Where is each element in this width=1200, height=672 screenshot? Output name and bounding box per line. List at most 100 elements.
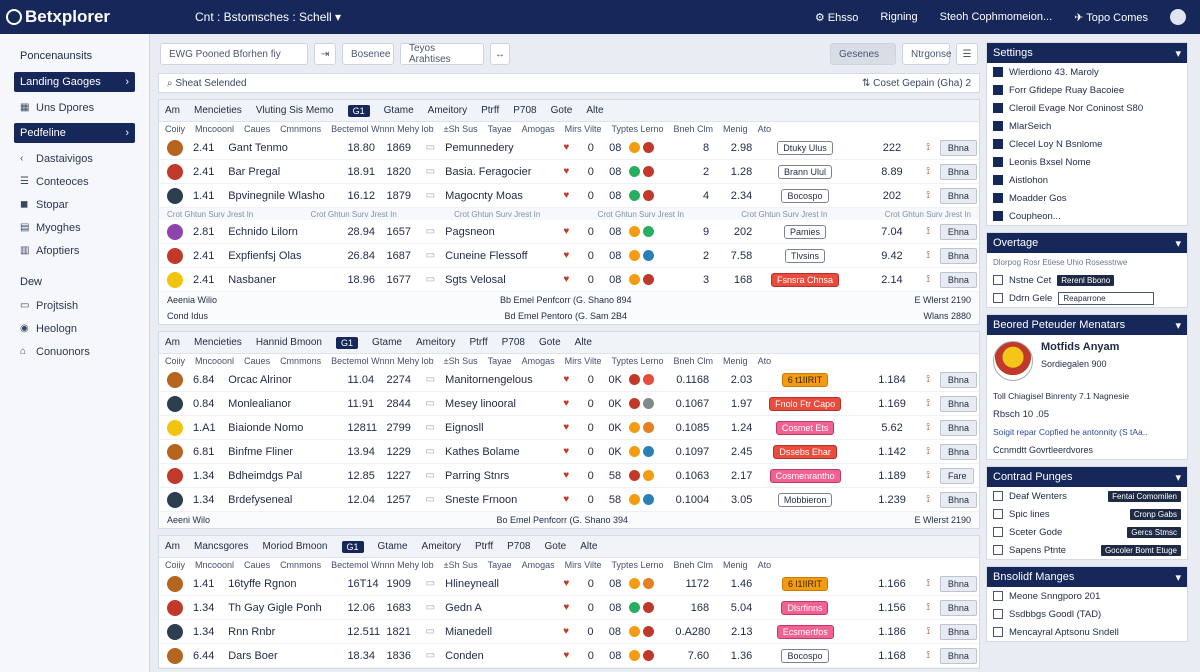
panel-header-item[interactable]: Ameitory — [416, 337, 456, 348]
status-pill[interactable]: 6 t1IIRIT — [781, 372, 829, 387]
sidebar-item-6[interactable]: ▥ Afoptiers — [20, 244, 80, 257]
top-nav-item-2[interactable]: Rigning — [880, 11, 918, 23]
status-pill[interactable]: Bocospo — [781, 188, 829, 203]
footer-mid[interactable]: Bo Emel Penfcorr (G. Shano 394 — [496, 515, 629, 525]
toolbar-button-2[interactable]: Bosenee — [342, 43, 394, 65]
status-pill[interactable]: Dlsrfinns — [781, 600, 829, 615]
manages-item[interactable]: Ssdbbgs Goodl (TAD) — [987, 605, 1187, 623]
table-row[interactable]: 1.34 Bdheimdgs Pal 12.85 1227 ▭ Parring Stnrs… — [159, 464, 979, 488]
checkbox[interactable] — [993, 491, 1003, 501]
sidebar-item-5[interactable]: ▤ Myoghes — [20, 221, 81, 234]
checkbox[interactable] — [993, 591, 1003, 601]
checkbox[interactable] — [993, 609, 1003, 619]
row-action-button[interactable]: Fare — [939, 467, 975, 484]
app-logo[interactable]: Betxplorer — [0, 7, 190, 27]
menu-icon[interactable]: ☰ — [956, 43, 978, 65]
footer-right[interactable]: Wlans 2880 — [923, 311, 971, 321]
document-icon[interactable]: ▭ — [425, 398, 435, 409]
table-row[interactable]: 1.A1 Biaionde Nomo 12811 2799 ▭ Eignosll ♥ 0 0K 0… — [159, 416, 979, 440]
column-header[interactable]: Cmnmons — [280, 124, 322, 134]
status-pill[interactable]: Pamies — [783, 224, 826, 239]
sidebar-item-3[interactable]: ☰ Conteoces — [20, 175, 89, 188]
top-nav-item-1[interactable]: ⚙ Ehsso — [814, 11, 859, 24]
panel-header-item[interactable]: Ameitory — [421, 541, 461, 552]
document-icon[interactable]: ▭ — [425, 190, 436, 201]
panel-header-item[interactable]: Am — [165, 337, 180, 348]
column-header[interactable]: Mncooonl — [195, 124, 235, 134]
control-chip[interactable]: Cronp Gabs — [1129, 508, 1181, 520]
panel-header-item[interactable]: Mencieties — [194, 337, 242, 348]
panel-header-item[interactable]: Am — [165, 541, 180, 552]
panel-header-item[interactable]: Ameitory — [427, 105, 468, 116]
document-icon[interactable]: ▭ — [425, 650, 436, 661]
settings-item[interactable]: Forr Gfidepe Ruay Bacoiee — [987, 81, 1187, 99]
pin-icon[interactable]: ⟟ — [926, 626, 931, 637]
panel-header-item[interactable]: Vluting Sis Memo — [255, 105, 334, 116]
column-header[interactable]: Ato — [757, 124, 772, 134]
table-row[interactable]: 1.41 16tyffe Rgnon 16T14 1909 ▭ Hlineyneall ♥ 0… — [159, 572, 979, 596]
row-action-button[interactable]: Bhna — [939, 491, 977, 508]
sidebar-item-1[interactable]: ▦ Uns Dpores — [20, 101, 95, 114]
pin-icon[interactable]: ⟟ — [926, 578, 930, 589]
sidebar-active-button[interactable]: Pedfeline › — [14, 123, 135, 143]
row-action-button[interactable]: Bhna — [939, 623, 978, 640]
column-header[interactable]: Ato — [757, 560, 772, 570]
document-icon[interactable]: ▭ — [425, 226, 436, 237]
control-item[interactable]: Spic lines Cronp Gabs — [987, 505, 1187, 523]
panel-header-item[interactable]: Ptrff — [481, 105, 500, 116]
table-row[interactable]: 2.41 Gant Tenmo 18.80 1869 ▭ Pemunnedery ♥ 0 08 8… — [159, 136, 979, 160]
sidebar-item-4[interactable]: ◼ Stopar — [20, 198, 69, 211]
column-header[interactable]: Menig — [723, 356, 748, 366]
document-icon[interactable]: ▭ — [425, 142, 436, 153]
footer-right[interactable]: E Wlerst 2190 — [914, 295, 971, 305]
panel-header-item[interactable]: Moriod Bmoon — [262, 541, 328, 552]
toolbar-right-button-2[interactable]: Ntrgonse — [902, 43, 952, 65]
heart-icon[interactable]: ♥ — [563, 166, 570, 177]
document-icon[interactable]: ▭ — [425, 446, 435, 457]
recent-link[interactable]: Soigit repar Copfied he antonnity (S tAa… — [993, 427, 1148, 437]
pin-icon[interactable]: ⟟ — [926, 166, 930, 177]
panel-header-item[interactable]: Alte — [586, 105, 604, 116]
checkbox[interactable] — [993, 275, 1003, 285]
document-icon[interactable]: ▭ — [425, 166, 436, 177]
column-header[interactable]: Amogas — [521, 124, 555, 134]
pin-icon[interactable]: ⟟ — [926, 494, 930, 505]
row-action-button[interactable]: Bhna — [939, 371, 977, 388]
footer-right[interactable]: E Wlerst 2190 — [914, 515, 971, 525]
column-header[interactable]: Coiiy — [165, 560, 186, 570]
document-icon[interactable]: ▭ — [425, 470, 435, 481]
row-action-button[interactable]: Bhna — [939, 271, 977, 288]
column-header[interactable]: Amogas — [521, 356, 555, 366]
column-header[interactable]: Mncooonl — [195, 560, 235, 570]
heart-icon[interactable]: ♥ — [563, 190, 570, 201]
panel-header-item[interactable]: P708 — [513, 105, 537, 116]
heart-icon[interactable]: ♥ — [563, 422, 570, 433]
arrows-icon[interactable]: ↔ — [490, 43, 510, 65]
panel-badge[interactable]: G1 — [335, 336, 358, 349]
settings-item[interactable]: Cleroil Evage Nor Coninost S80 — [987, 99, 1187, 117]
document-icon[interactable]: ▭ — [425, 602, 436, 613]
column-header[interactable]: Menig — [723, 124, 748, 134]
table-row[interactable]: 6.81 Binfme Fliner 13.94 1229 ▭ Kathes Bolame… — [159, 440, 979, 464]
table-row[interactable]: 1.34 Rnn Rnbr 12.511 1821 ▭ Mianedell ♥ 0 08 0.A2… — [159, 620, 979, 644]
panel-header-item[interactable]: Hannid Bmoon — [255, 337, 322, 348]
column-header[interactable]: Bectemol Wnnn Mehy lob — [331, 124, 434, 134]
row-action-button[interactable]: Bhna — [939, 187, 977, 204]
heart-icon[interactable]: ♥ — [563, 626, 570, 637]
column-header[interactable]: Tayae — [487, 124, 512, 134]
footer-left[interactable]: Cond Idus — [167, 311, 209, 321]
status-pill[interactable]: Mobbieron — [777, 492, 833, 507]
panel-header-item[interactable]: Alte — [574, 337, 592, 348]
column-header[interactable]: Menig — [723, 560, 748, 570]
row-name[interactable]: Bar Pregal — [228, 165, 281, 178]
control-item[interactable]: Sceter Gode Gercs Stmsc — [987, 523, 1187, 541]
top-nav-item-3[interactable]: Steoh Cophmomeion... — [939, 11, 1053, 23]
table-row[interactable]: 1.41 Bpvinegnile Wlasho 16.12 1879 ▭ Magocnty… — [159, 184, 979, 208]
status-pill[interactable]: Dssebs Ehar — [773, 444, 837, 459]
row-name[interactable]: Bdheimdgs Pal — [228, 469, 303, 482]
row-name[interactable]: Gant Tenmo — [228, 141, 288, 154]
panel-header-item[interactable]: Ptrff — [474, 541, 494, 552]
row-name[interactable]: Biaionde Nomo — [228, 421, 304, 434]
column-header[interactable]: Cmnmons — [280, 356, 322, 366]
column-header[interactable]: Amogas — [521, 560, 555, 570]
